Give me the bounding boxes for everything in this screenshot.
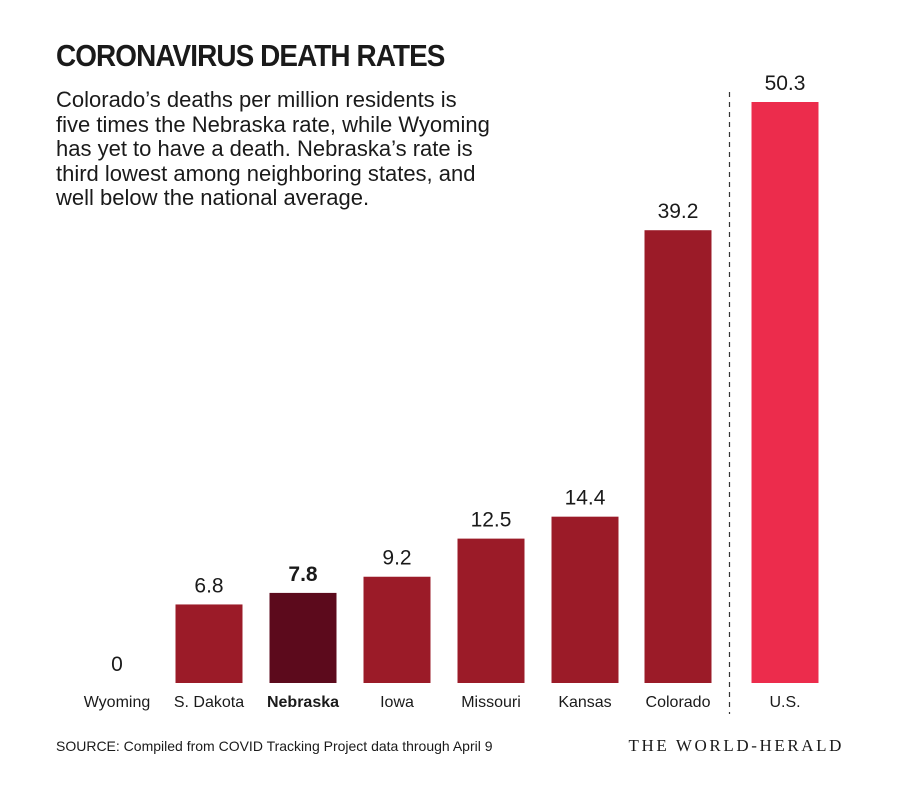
- category-label-kansas: Kansas: [558, 694, 611, 711]
- bar-iowa: [363, 576, 431, 683]
- value-label-kansas: 14.4: [565, 487, 606, 510]
- bar-s-dakota: [175, 604, 243, 683]
- value-label-wyoming: 0: [111, 653, 123, 676]
- value-label-iowa: 9.2: [382, 547, 411, 570]
- source-note: SOURCE: Compiled from COVID Tracking Pro…: [56, 738, 493, 754]
- bar-colorado: [644, 230, 712, 684]
- category-label-missouri: Missouri: [461, 694, 521, 711]
- chart-subtitle: Colorado’s deaths per million residents …: [56, 87, 490, 210]
- category-label-nebraska: Nebraska: [267, 694, 339, 711]
- value-label-u-s: 50.3: [765, 72, 806, 95]
- value-label-nebraska: 7.8: [288, 563, 318, 586]
- value-label-s-dakota: 6.8: [194, 574, 223, 597]
- chart-title: CORONAVIRUS DEATH RATES: [56, 38, 445, 73]
- bar-kansas: [551, 516, 619, 683]
- category-label-wyoming: Wyoming: [84, 694, 151, 711]
- bar-missouri: [457, 538, 525, 683]
- bar-nebraska: [269, 592, 337, 683]
- publisher-logo: THE WORLD-HERALD: [628, 736, 844, 755]
- value-label-missouri: 12.5: [471, 509, 512, 532]
- value-label-colorado: 39.2: [658, 200, 699, 223]
- category-label-iowa: Iowa: [380, 694, 414, 711]
- category-label-u-s: U.S.: [769, 694, 800, 711]
- category-label-colorado: Colorado: [646, 694, 711, 711]
- bar-u-s: [751, 102, 819, 683]
- category-label-s-dakota: S. Dakota: [174, 694, 244, 711]
